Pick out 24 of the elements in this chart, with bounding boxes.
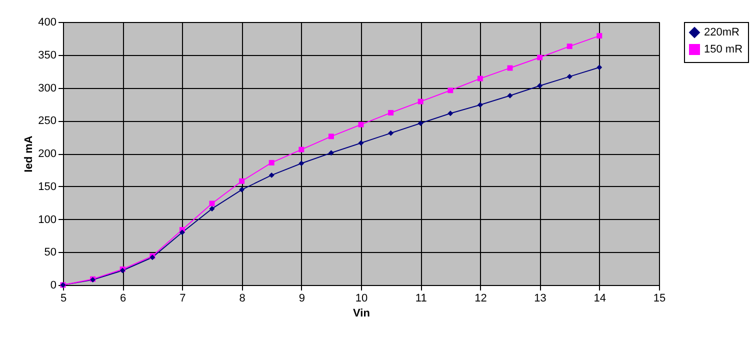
y-tick-label: 250 xyxy=(38,115,56,128)
y-axis-title: Ied mA xyxy=(23,136,36,172)
y-tick-label: 200 xyxy=(38,148,56,160)
x-tick-label: 11 xyxy=(415,292,427,304)
legend-label: 150 mR xyxy=(704,44,743,56)
y-tick-label: 300 xyxy=(38,82,56,94)
x-tick-label: 13 xyxy=(534,292,546,304)
x-tick-label: 9 xyxy=(298,292,305,304)
y-tick-label: 150 xyxy=(38,180,56,193)
x-tick-label: 14 xyxy=(594,292,606,304)
x-tick-label: 10 xyxy=(355,292,368,304)
y-tick-label: 50 xyxy=(44,246,56,259)
x-tick-label: 15 xyxy=(653,292,666,304)
x-tick-label: 12 xyxy=(474,292,487,304)
y-tick-label: 0 xyxy=(50,280,56,292)
x-tick-label: 6 xyxy=(120,292,126,304)
x-tick-label: 5 xyxy=(60,292,67,304)
legend-label: 220mR xyxy=(704,26,740,38)
y-tick-label: 100 xyxy=(38,214,56,226)
y-tick-label: 350 xyxy=(38,49,56,62)
x-tick-label: 8 xyxy=(239,292,246,304)
x-axis-title: Vin xyxy=(353,308,370,320)
y-tick-label: 400 xyxy=(38,16,56,28)
x-tick-label: 7 xyxy=(180,292,186,304)
